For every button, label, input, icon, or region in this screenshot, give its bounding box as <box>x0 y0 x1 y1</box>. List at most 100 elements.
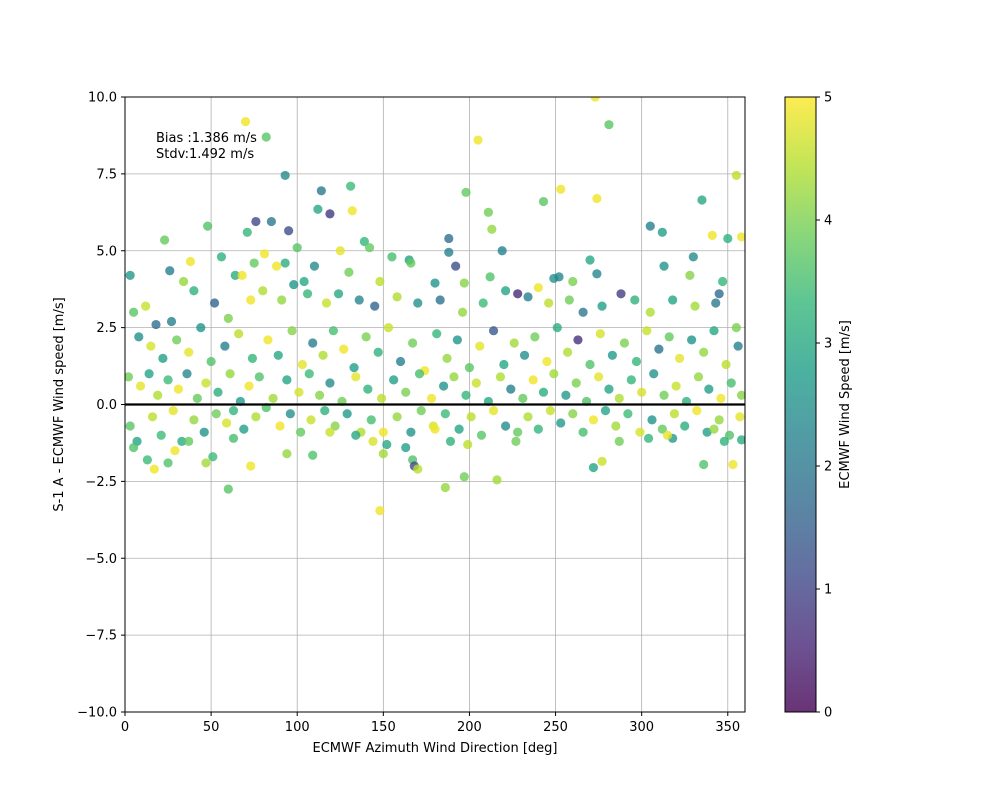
scatter-point <box>659 390 669 400</box>
scatter-point <box>736 435 745 445</box>
scatter-point <box>325 378 335 388</box>
scatter-point <box>251 412 261 422</box>
scatter-point <box>585 359 595 370</box>
scatter-point <box>178 276 189 287</box>
scatter-point <box>475 341 485 351</box>
scatter-point <box>239 424 249 434</box>
scatter-point <box>149 464 159 474</box>
scatter-point <box>721 359 731 370</box>
scatter-point <box>304 369 314 379</box>
scatter-point <box>172 335 182 345</box>
scatter-point <box>275 421 285 431</box>
scatter-point <box>413 298 423 308</box>
scatter-point <box>501 286 511 296</box>
scatter-point <box>538 387 549 397</box>
scatter-point <box>623 409 633 419</box>
scatter-point <box>697 195 707 205</box>
scatter-point <box>659 261 669 271</box>
scatter-point <box>533 283 543 293</box>
scatter-point <box>266 216 276 227</box>
scatter-point <box>726 378 736 388</box>
scatter-point <box>273 350 283 360</box>
scatter-point <box>242 227 252 237</box>
scatter-point <box>471 378 481 388</box>
scatter-point <box>736 390 745 400</box>
scatter-point <box>440 482 450 493</box>
scatter-point <box>244 381 254 391</box>
scatter-point <box>630 295 640 305</box>
scatter-point <box>320 406 330 416</box>
y-tick-label: −5.0 <box>85 552 117 567</box>
scatter-point <box>637 387 647 397</box>
scatter-point <box>454 424 464 434</box>
y-tick-label: −7.5 <box>85 629 117 644</box>
scatter-point <box>707 230 717 240</box>
scatter-point <box>578 427 588 437</box>
x-tick-label: 50 <box>203 720 220 735</box>
scatter-point <box>268 393 278 403</box>
colorbar <box>784 96 817 713</box>
scatter-point <box>201 458 211 468</box>
scatter-point <box>464 363 475 373</box>
scatter-point <box>325 427 335 437</box>
scatter-point <box>147 412 158 422</box>
scatter-point <box>387 252 397 262</box>
x-tick-label: 250 <box>543 720 568 735</box>
scatter-point <box>449 372 459 382</box>
scatter-point <box>165 266 175 276</box>
scatter-point <box>647 415 657 425</box>
scatter-point <box>201 378 211 388</box>
y-tick-label: 5.0 <box>96 244 117 259</box>
scatter-point <box>578 307 588 317</box>
scatter-point <box>401 387 411 397</box>
scatter-point <box>296 427 306 437</box>
scatter-point <box>344 267 354 277</box>
scatter-point <box>406 258 416 268</box>
scatter-point <box>509 338 519 348</box>
scatter-point <box>220 341 230 351</box>
scatter-point <box>476 430 487 440</box>
scatter-point <box>359 236 369 247</box>
scatter-point <box>499 359 509 370</box>
scatter-point <box>571 378 581 388</box>
scatter-point <box>361 332 371 342</box>
scatter-point <box>445 436 456 446</box>
y-tick-label: 2.5 <box>96 321 117 336</box>
scatter-point <box>616 289 626 299</box>
x-tick-label: 0 <box>121 720 129 735</box>
scatter-point <box>223 313 233 323</box>
scatter-point <box>561 390 571 400</box>
scatter-point <box>240 117 251 127</box>
scatter-point <box>699 347 709 357</box>
x-axis-ticks: 0 50 100 150 200 250 300 350 <box>121 712 740 735</box>
scatter-point <box>733 341 743 351</box>
y-tick-label: 10.0 <box>88 91 117 106</box>
scatter-point <box>292 243 302 253</box>
colorbar-tick-label: 4 <box>824 214 832 229</box>
scatter-point <box>724 430 735 440</box>
scatter-point <box>495 372 506 382</box>
scatter-point <box>299 276 309 287</box>
scatter-point <box>642 326 652 336</box>
scatter-point <box>382 439 392 450</box>
scatter-point <box>714 415 724 425</box>
scatter-point <box>511 436 521 446</box>
scatter-point <box>731 323 741 333</box>
scatter-point <box>351 430 361 440</box>
scatter-point <box>413 464 423 474</box>
scatter-point <box>614 393 624 403</box>
scatter-point <box>370 301 380 311</box>
y-tick-label: 0.0 <box>96 398 117 413</box>
scatter-point <box>302 289 313 299</box>
scatter-point <box>151 319 161 330</box>
scatter-point <box>395 356 406 367</box>
scatter-point <box>635 427 645 437</box>
scatter-point <box>313 204 323 214</box>
scatter-point <box>568 276 578 287</box>
scatter-point <box>401 442 411 453</box>
scatter-point <box>463 439 473 450</box>
scatter-point <box>354 295 364 305</box>
scatter-point <box>141 301 151 311</box>
scatter-point <box>556 184 566 194</box>
